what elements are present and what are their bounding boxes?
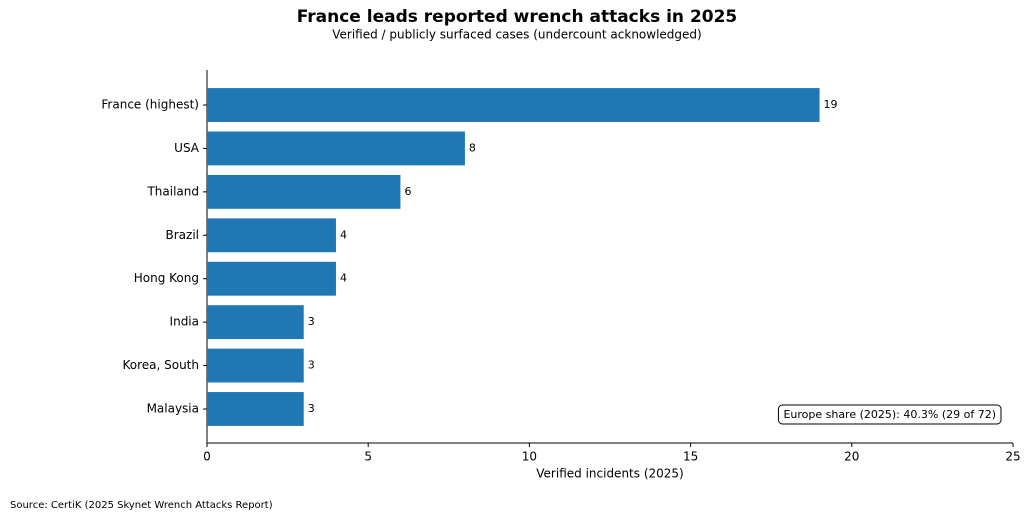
y-tick-label: Malaysia: [147, 401, 199, 415]
bar: [207, 218, 336, 253]
data-label: 8: [469, 141, 476, 154]
y-tick-label: France (highest): [101, 98, 199, 112]
bar: [207, 348, 304, 383]
bar: [207, 131, 465, 166]
source-note: Source: CertiK (2025 Skynet Wrench Attac…: [10, 500, 273, 511]
bar: [207, 88, 820, 122]
chart-title: France leads reported wrench attacks in …: [297, 7, 738, 27]
annotation: Europe share (2025): 40.3% (29 of 72): [783, 408, 996, 421]
bar: [207, 261, 336, 296]
chart-subtitle: Verified / publicly surfaced cases (unde…: [332, 28, 701, 42]
y-tick-label: Korea, South: [122, 358, 199, 372]
data-label: 3: [308, 402, 315, 415]
bar: [207, 174, 401, 209]
y-tick-label: USA: [174, 141, 200, 155]
data-label: 4: [340, 228, 347, 241]
data-label: 19: [824, 98, 838, 111]
y-tick-label: Hong Kong: [134, 271, 199, 285]
y-tick-label: India: [170, 315, 199, 329]
bar: [207, 305, 304, 340]
data-label: 3: [308, 315, 315, 328]
annotation-box: [777, 404, 1002, 425]
x-tick-label: 5: [364, 450, 372, 464]
x-tick-label: 25: [1005, 450, 1020, 464]
data-label: 3: [308, 359, 315, 372]
y-tick-label: Brazil: [166, 228, 200, 242]
bar: [207, 392, 304, 426]
x-tick-label: 0: [203, 450, 211, 464]
x-tick-label: 10: [522, 450, 537, 464]
y-tick-label: Thailand: [146, 184, 199, 198]
data-label: 6: [404, 185, 411, 198]
data-label: 4: [340, 272, 347, 285]
x-tick-label: 20: [844, 450, 859, 464]
x-axis-label: Verified incidents (2025): [536, 467, 683, 481]
x-tick-label: 15: [683, 450, 698, 464]
